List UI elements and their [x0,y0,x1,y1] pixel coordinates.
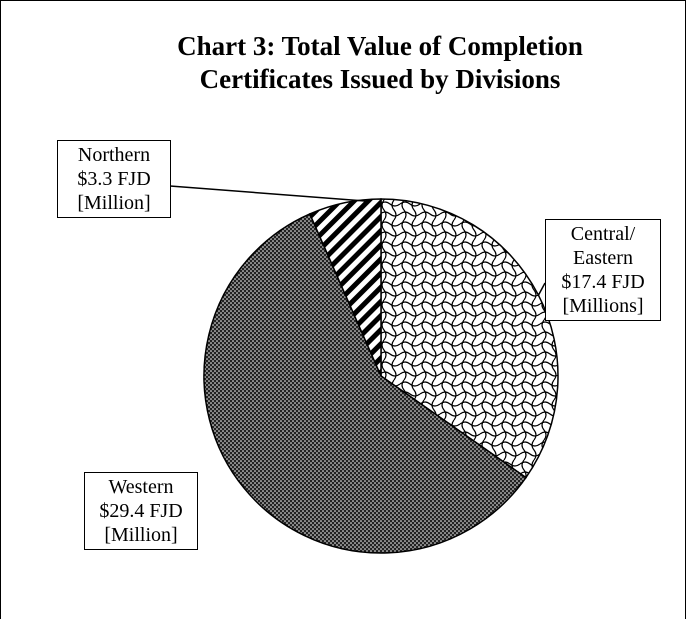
data-label: Western $29.4 FJD [Million] [84,472,198,550]
chart-title: Chart 3: Total Value of Completion Certi… [177,31,583,94]
leader-line [169,185,366,202]
value-label: $3.3 FJD [Million] [77,168,151,214]
value-label: $17.4 FJD [Millions] [561,271,645,317]
category-label: Northern [77,144,151,166]
pie-slice [380,198,559,479]
leader-line [537,282,546,297]
data-label: Central/ Eastern $17.4 FJD [Millions] [545,219,661,321]
pie-slice [203,212,527,554]
pie-slice [308,198,382,377]
data-label: Northern $3.3 FJD [Million] [57,140,171,218]
category-label: Western [108,476,174,498]
value-label: $29.4 FJD [Million] [99,500,183,546]
category-label: Central/ Eastern [570,223,636,269]
